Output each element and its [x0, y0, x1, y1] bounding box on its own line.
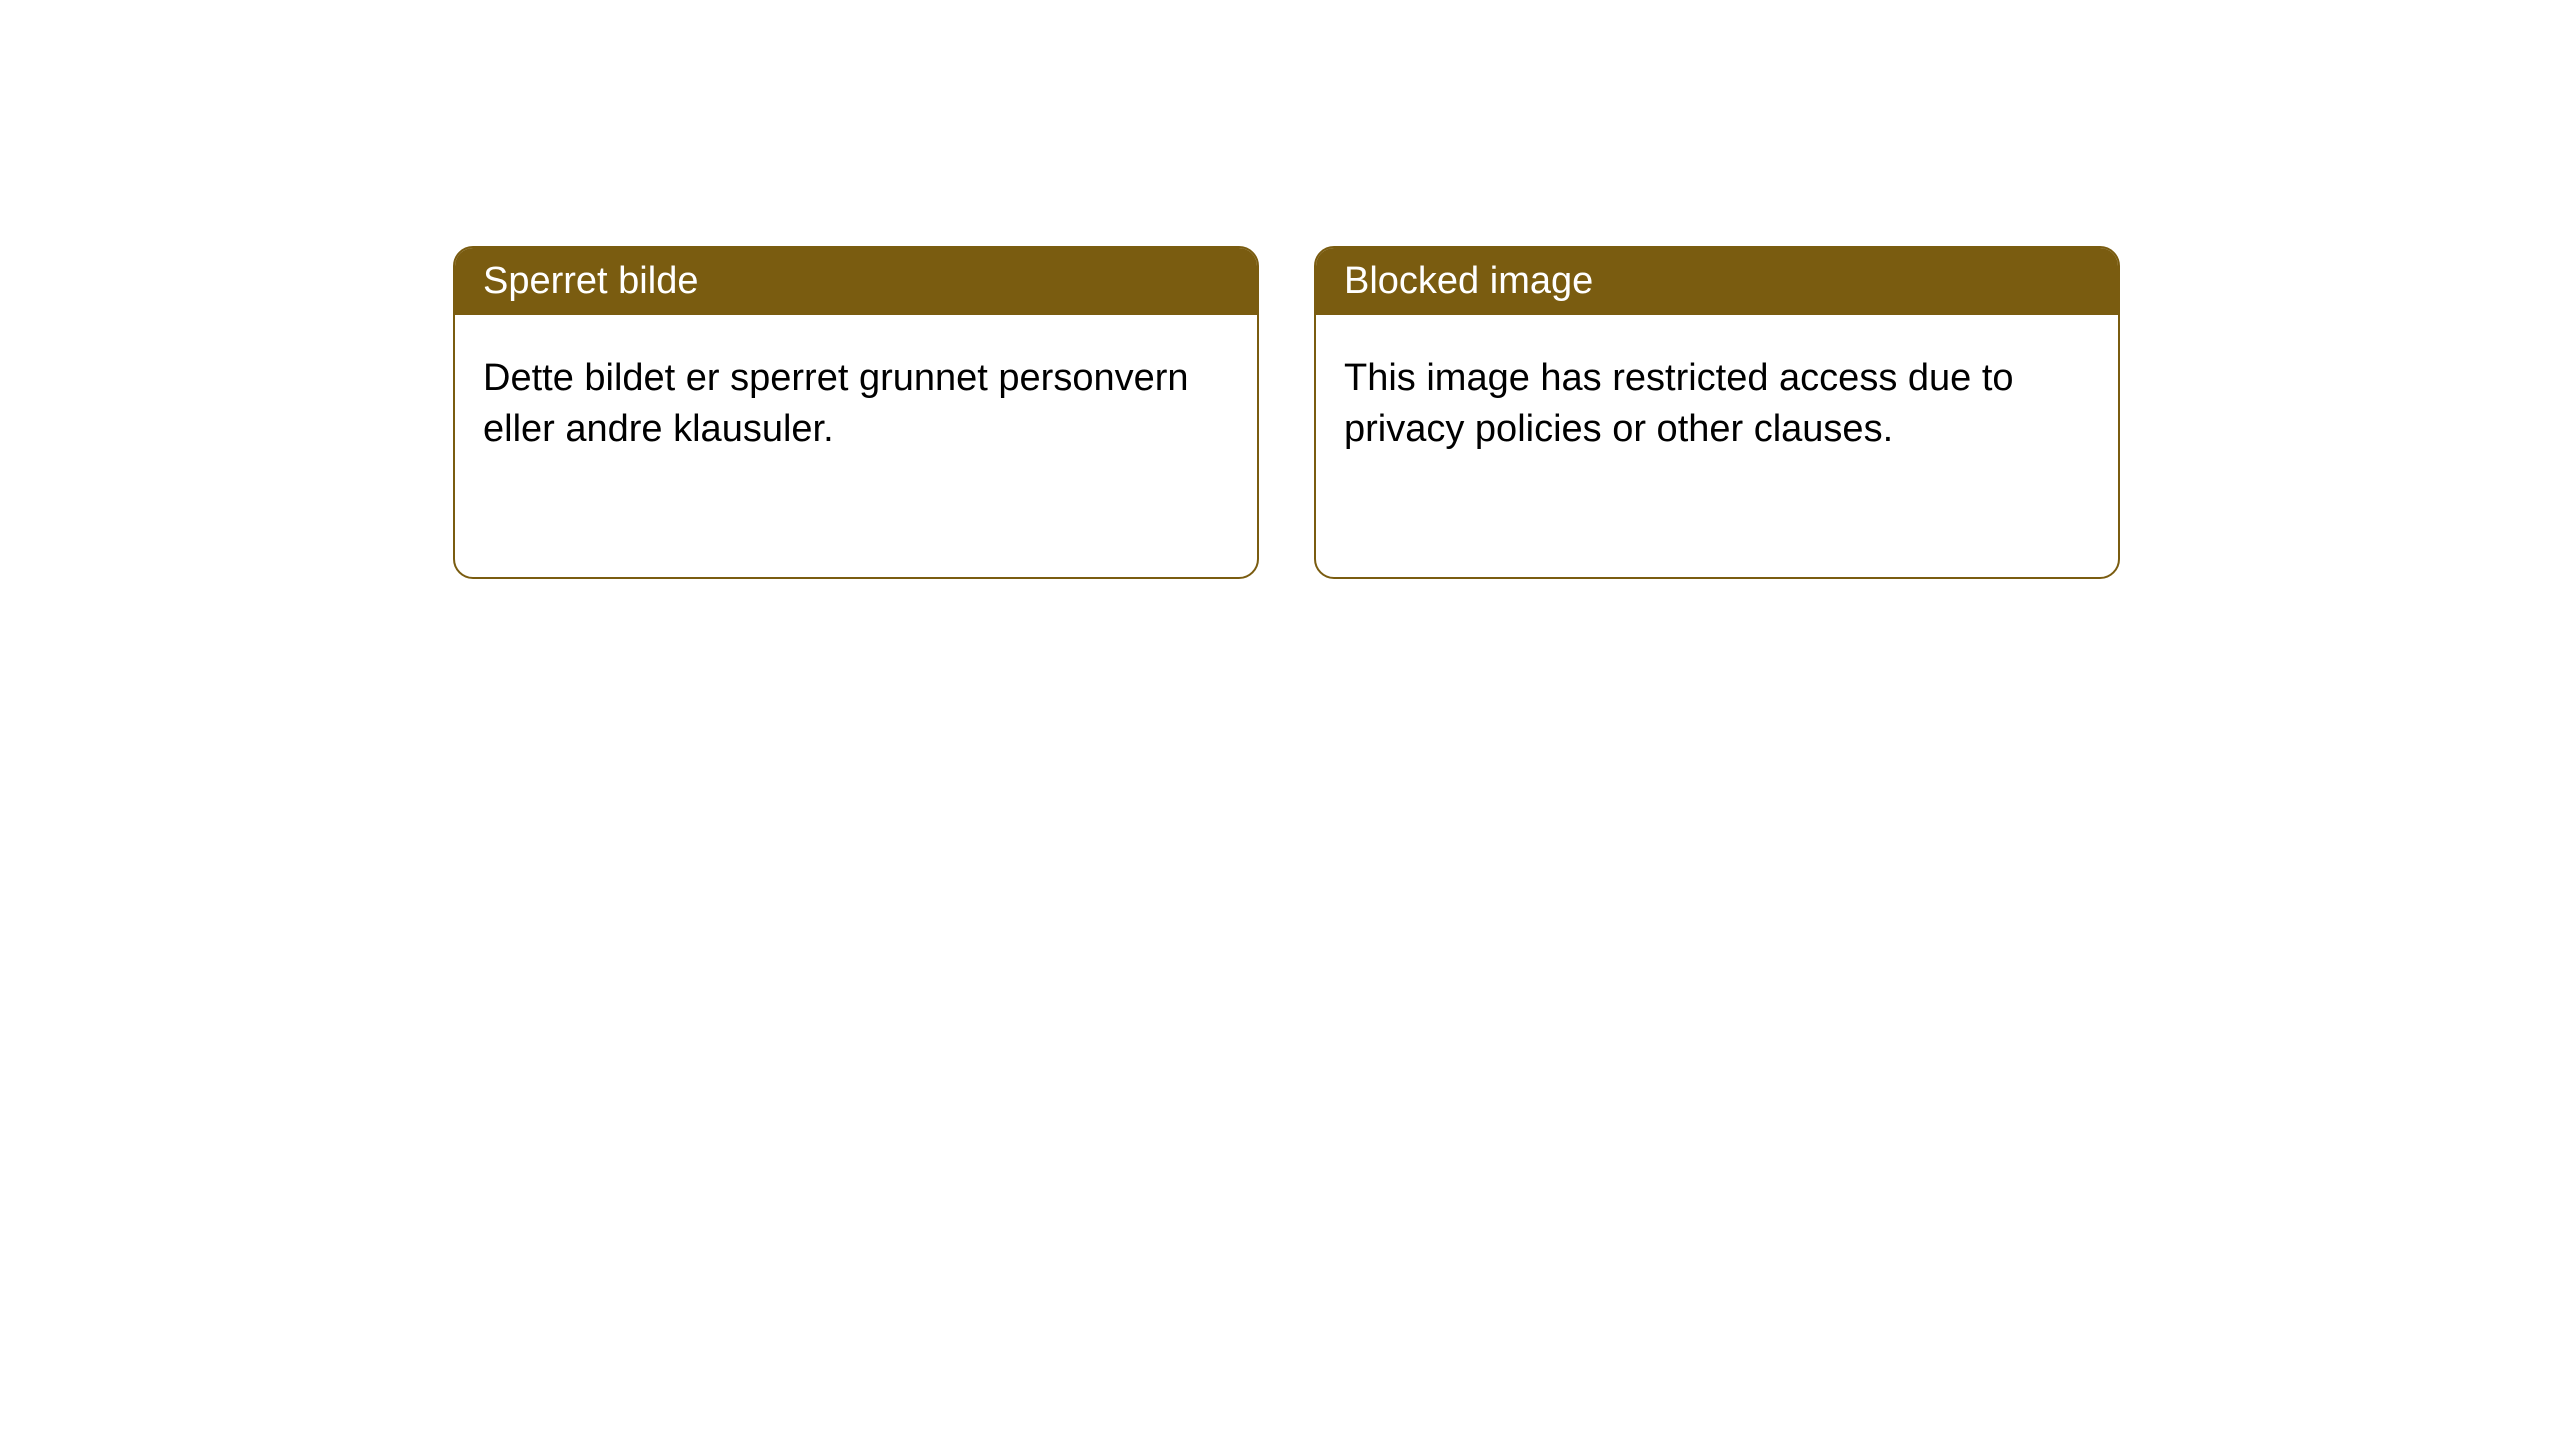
notice-card-container: Sperret bilde Dette bildet er sperret gr… — [453, 246, 2120, 579]
card-title: Blocked image — [1344, 260, 1593, 302]
card-body: Dette bildet er sperret grunnet personve… — [455, 315, 1257, 494]
card-body: This image has restricted access due to … — [1316, 315, 2118, 494]
card-message: Dette bildet er sperret grunnet personve… — [483, 357, 1189, 450]
card-header: Blocked image — [1316, 248, 2118, 315]
card-title: Sperret bilde — [483, 260, 698, 302]
card-message: This image has restricted access due to … — [1344, 357, 2014, 450]
notice-card-norwegian: Sperret bilde Dette bildet er sperret gr… — [453, 246, 1259, 579]
card-header: Sperret bilde — [455, 248, 1257, 315]
notice-card-english: Blocked image This image has restricted … — [1314, 246, 2120, 579]
